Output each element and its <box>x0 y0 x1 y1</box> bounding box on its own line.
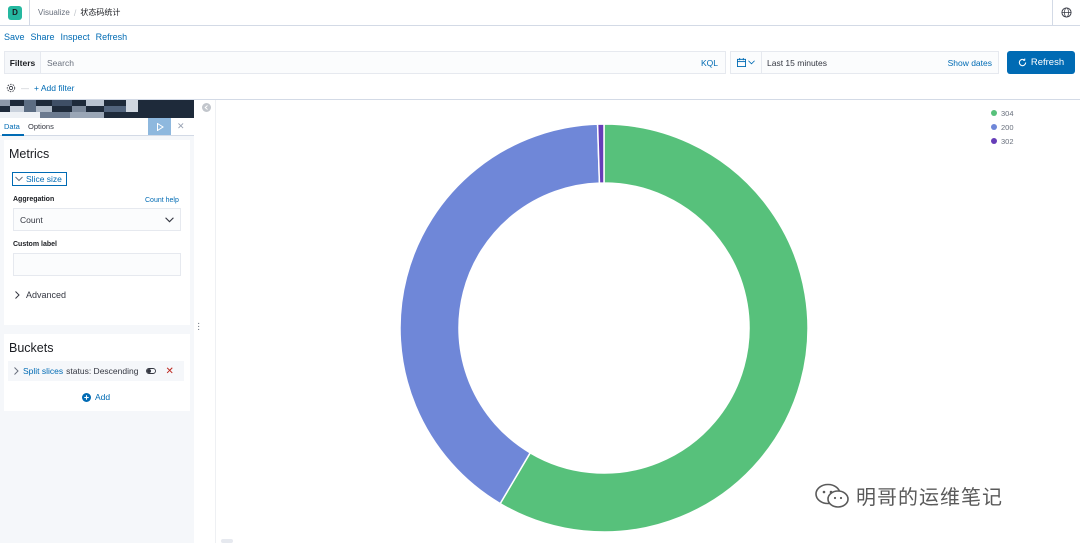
pie-slice-200[interactable] <box>399 123 601 505</box>
filter-separator: — <box>21 83 29 93</box>
legend-swatch <box>991 124 997 130</box>
filter-row: — + Add filter <box>0 78 74 98</box>
pie-slice-304[interactable] <box>499 123 809 533</box>
play-icon <box>156 122 164 131</box>
add-bucket-label: Add <box>95 392 111 402</box>
active-tab-indicator <box>2 134 24 136</box>
legend-item[interactable]: 302 <box>991 134 1014 148</box>
advanced-toggle[interactable]: Advanced <box>15 290 66 300</box>
calendar-icon <box>737 58 746 67</box>
header-right-divider <box>1052 0 1053 26</box>
breadcrumb-visualize[interactable]: Visualize <box>38 8 70 17</box>
share-link[interactable]: Share <box>30 32 55 42</box>
plus-circle-icon <box>82 392 91 402</box>
sidebar-resize-handle[interactable]: · · · <box>197 318 201 335</box>
editor-sidebar: Data Options ✕ Metrics Slice size Aggreg… <box>0 100 194 543</box>
legend-label: 302 <box>1001 136 1014 146</box>
remove-bucket-icon[interactable]: ✕ <box>165 365 174 377</box>
collapse-sidebar-button[interactable] <box>202 103 211 112</box>
split-slices-link[interactable]: Split slices <box>23 366 64 376</box>
save-link[interactable]: Save <box>4 32 25 42</box>
pie-slice-302[interactable] <box>596 123 605 184</box>
add-filter-button[interactable]: + Add filter <box>34 83 75 93</box>
help-globe-icon[interactable] <box>1061 7 1072 18</box>
advanced-label: Advanced <box>26 290 67 300</box>
chevron-down-icon <box>748 60 755 65</box>
refresh-button[interactable]: Refresh <box>1007 51 1075 74</box>
chart-legend: 304 200 302 <box>991 106 1014 148</box>
index-pattern-title <box>0 100 194 118</box>
gear-icon[interactable] <box>6 83 16 93</box>
inspect-link[interactable]: Inspect <box>60 32 90 42</box>
split-slices-row[interactable]: Split slices status: Descending ✕ <box>8 361 184 381</box>
chevron-down-icon <box>15 176 23 182</box>
search-input[interactable]: Search <box>47 57 74 68</box>
slice-size-toggle[interactable]: Slice size <box>12 172 67 186</box>
top-nav-menu: Save Share Inspect Refresh <box>0 27 129 47</box>
chart-area <box>216 100 1080 543</box>
tab-data[interactable]: Data <box>4 122 20 131</box>
buckets-title: Buckets <box>9 341 54 355</box>
buckets-panel: Buckets Split slices status: Descending … <box>4 334 190 411</box>
content-divider <box>0 99 1080 100</box>
kql-toggle[interactable]: KQL <box>700 57 718 68</box>
toggle-icon[interactable] <box>146 368 157 374</box>
legend-item[interactable]: 304 <box>991 106 1014 120</box>
tab-options[interactable]: Options <box>28 122 54 131</box>
aggregation-select[interactable]: Count <box>13 208 181 231</box>
metrics-panel: Metrics Slice size Aggregation Count hel… <box>4 140 190 325</box>
custom-label-label: Custom label <box>13 241 57 248</box>
chevron-left-icon <box>204 105 208 110</box>
legend-label: 200 <box>1001 122 1014 132</box>
sidebar-tabs: Data Options ✕ <box>0 118 194 136</box>
legend-label: 304 <box>1001 108 1014 118</box>
wechat-watermark: 明哥的运维笔记 <box>814 481 1003 510</box>
wechat-icon <box>815 483 849 508</box>
filters-button[interactable]: Filters <box>5 52 41 73</box>
watermark-text: 明哥的运维笔记 <box>856 485 1003 509</box>
space-avatar[interactable]: D <box>8 5 22 20</box>
query-bar: Filters Search KQL <box>4 51 726 74</box>
header-divider <box>29 0 30 26</box>
show-dates-link[interactable]: Show dates <box>947 57 992 68</box>
apply-changes-button[interactable] <box>148 118 171 135</box>
aggregation-value: Count <box>20 214 43 225</box>
scrollbar-nub[interactable] <box>221 539 233 543</box>
top-header: D Visualize / 状态码统计 <box>0 0 1080 26</box>
legend-item[interactable]: 200 <box>991 120 1014 134</box>
breadcrumb-separator: / <box>73 7 77 18</box>
refresh-button-label: Refresh <box>1030 57 1065 68</box>
aggregation-label: Aggregation <box>13 196 55 203</box>
count-help-link[interactable]: Count help <box>145 197 179 204</box>
refresh-icon <box>1018 58 1027 67</box>
discard-changes-close-icon[interactable]: ✕ <box>177 121 185 131</box>
donut-chart <box>399 123 809 533</box>
slice-size-label: Slice size <box>26 174 62 184</box>
breadcrumb-current: 状态码统计 <box>80 8 121 17</box>
split-slices-description: status: Descending <box>66 366 139 376</box>
date-picker: Last 15 minutes Show dates <box>730 51 999 74</box>
legend-swatch <box>991 110 997 116</box>
quick-menu-button[interactable] <box>731 52 762 73</box>
chart-divider <box>215 100 216 543</box>
custom-label-input[interactable] <box>13 253 181 276</box>
chevron-down-icon <box>165 216 174 222</box>
time-range-text[interactable]: Last 15 minutes <box>767 57 828 68</box>
chevron-right-icon <box>14 367 19 375</box>
metrics-title: Metrics <box>9 147 50 161</box>
refresh-link[interactable]: Refresh <box>95 32 128 42</box>
legend-swatch <box>991 138 997 144</box>
add-bucket-button[interactable]: Add <box>82 392 110 402</box>
chevron-right-icon <box>15 291 20 299</box>
